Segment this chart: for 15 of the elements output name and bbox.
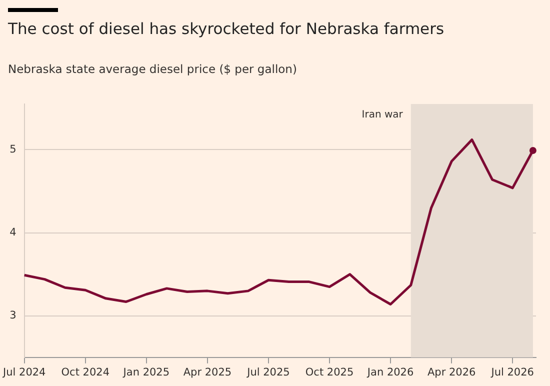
x-tick-label: Jul 2026: [490, 366, 534, 378]
x-tick-label: Oct 2025: [305, 366, 354, 378]
y-tick-label: 4: [10, 226, 17, 239]
chart-title: The cost of diesel has skyrocketed for Nebraska farmers: [8, 20, 444, 38]
y-tick-label: 3: [10, 310, 16, 322]
x-tick-label: Apr 2025: [183, 366, 232, 378]
x-tick-label: Jul 2025: [246, 366, 290, 378]
band-label: Iran war: [362, 110, 404, 121]
x-tick-label: Oct 2024: [61, 366, 110, 378]
y-tick-label: 5: [10, 143, 16, 156]
x-tick-label: Apr 2026: [427, 366, 476, 378]
chart-subtitle: Nebraska state average diesel price ($ per gallon): [8, 62, 297, 76]
x-tick-label: Jan 2026: [366, 366, 414, 378]
x-tick-label: Jan 2025: [122, 366, 170, 378]
x-tick-label: Jul 2024: [2, 366, 46, 378]
